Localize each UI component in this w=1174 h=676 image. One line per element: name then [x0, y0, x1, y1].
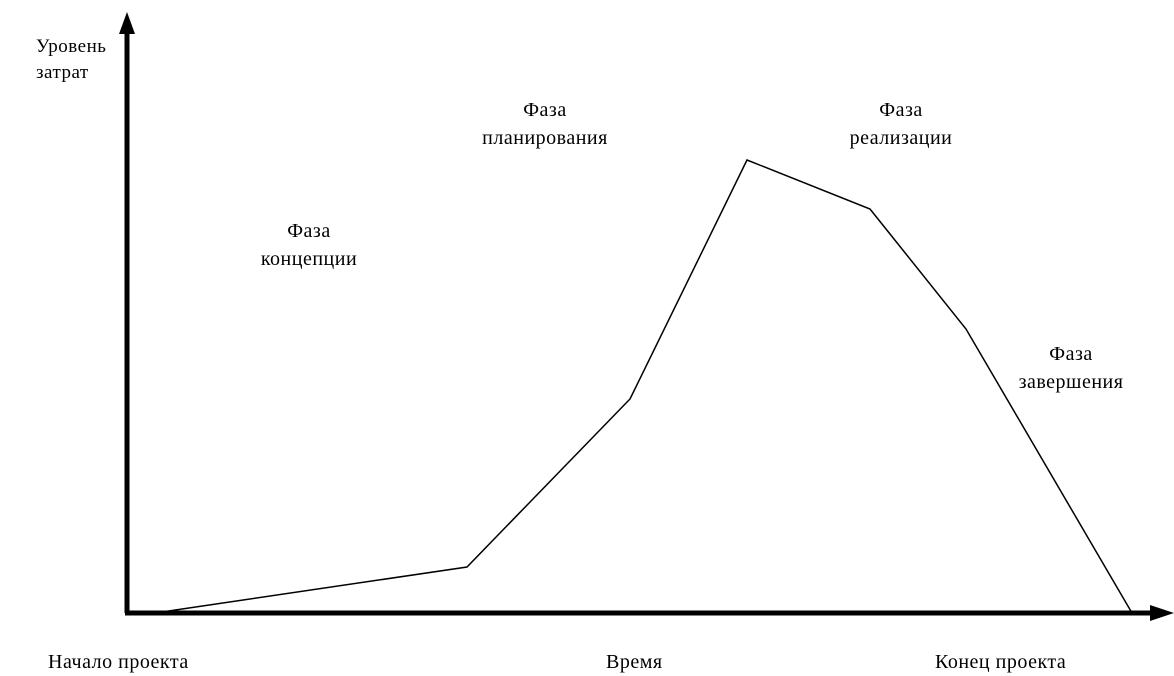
y-axis-arrowhead: [119, 12, 135, 34]
phase-concept-line2: концепции: [260, 248, 358, 270]
phase-implementation-line1: Фаза: [879, 99, 923, 121]
y-axis-label-line1: Уровень: [36, 36, 107, 57]
y-axis-label: Уровень затрат: [36, 34, 106, 86]
phase-planning-line1: Фаза: [523, 99, 567, 121]
phase-concept-label: Фаза концепции: [261, 217, 357, 273]
cost-curve: [154, 159, 1133, 614]
phase-completion-line2: завершения: [1018, 371, 1124, 393]
phase-implementation-label: Фаза реализации: [850, 96, 953, 152]
phase-completion-label: Фаза завершения: [1019, 340, 1124, 396]
y-axis-label-line2: затрат: [36, 62, 89, 83]
project-end-label: Конец проекта: [935, 651, 1067, 673]
x-axis-arrowhead: [1150, 605, 1174, 621]
project-start-label: Начало проекта: [48, 651, 189, 673]
x-axis-label: Время: [606, 651, 663, 673]
phase-concept-line1: Фаза: [287, 220, 331, 242]
phase-implementation-line2: реализации: [849, 127, 953, 149]
phase-planning-label: Фаза планирования: [482, 96, 608, 152]
phase-completion-line1: Фаза: [1049, 343, 1093, 365]
phase-planning-line2: планирования: [482, 127, 608, 149]
